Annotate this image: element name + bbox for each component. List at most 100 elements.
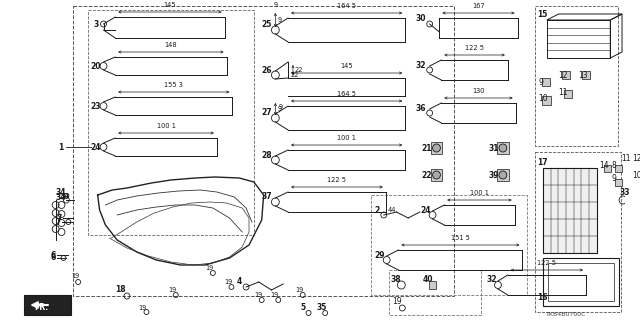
Text: 19: 19	[254, 292, 262, 298]
Text: 12: 12	[632, 154, 640, 163]
Text: 100 1: 100 1	[470, 190, 489, 196]
Bar	[542, 78, 550, 86]
Circle shape	[433, 171, 440, 179]
Text: 13: 13	[578, 70, 588, 79]
Text: 19: 19	[71, 273, 79, 279]
Text: 122 5: 122 5	[538, 260, 556, 266]
Text: 30: 30	[416, 13, 426, 22]
Text: 36: 36	[416, 103, 426, 113]
Text: 19: 19	[139, 305, 147, 311]
Text: 39: 39	[488, 171, 499, 180]
Bar	[543, 95, 551, 105]
Text: 6: 6	[51, 253, 56, 262]
Text: 9: 9	[278, 104, 282, 110]
Text: 122 5: 122 5	[328, 177, 346, 183]
Text: 164 5: 164 5	[337, 91, 356, 97]
Text: 9: 9	[273, 2, 277, 8]
Text: 4: 4	[236, 277, 241, 286]
Text: 17: 17	[537, 157, 548, 166]
Text: 31: 31	[488, 143, 499, 153]
Text: 24: 24	[420, 205, 430, 214]
Text: 19: 19	[295, 287, 303, 293]
Text: 22: 22	[422, 171, 433, 180]
Bar	[371, 195, 527, 295]
Text: 8: 8	[611, 161, 616, 170]
Text: 32: 32	[486, 275, 497, 284]
Bar	[582, 71, 590, 79]
FancyBboxPatch shape	[24, 295, 71, 315]
Bar	[535, 152, 621, 312]
Text: 100 1: 100 1	[157, 123, 175, 129]
Circle shape	[499, 171, 507, 179]
Text: 7: 7	[56, 213, 62, 222]
Bar	[614, 164, 621, 172]
Text: 122 5: 122 5	[465, 45, 484, 51]
Text: 20: 20	[91, 61, 101, 70]
Text: 6: 6	[51, 251, 56, 260]
Text: 5: 5	[301, 303, 306, 313]
Text: 1: 1	[59, 142, 64, 151]
Text: 34: 34	[56, 193, 66, 202]
Text: 29: 29	[374, 251, 385, 260]
Text: 10: 10	[632, 171, 640, 180]
Text: 11: 11	[621, 154, 630, 163]
Text: 10: 10	[538, 93, 548, 102]
Text: 12: 12	[559, 70, 568, 79]
Bar	[564, 90, 572, 98]
Text: 11: 11	[559, 87, 568, 97]
Bar	[431, 169, 442, 181]
Text: 15: 15	[537, 10, 547, 19]
Bar	[604, 164, 611, 172]
Text: 19: 19	[205, 265, 213, 271]
Text: 32: 32	[416, 60, 426, 69]
Text: 2: 2	[374, 205, 380, 214]
Text: 22: 22	[290, 72, 298, 78]
Text: FR.: FR.	[34, 303, 48, 313]
Text: 21: 21	[422, 143, 433, 153]
Text: 130: 130	[472, 88, 484, 94]
Text: 35: 35	[316, 303, 327, 313]
Text: 28: 28	[262, 150, 273, 159]
Text: TKB4B0700C: TKB4B0700C	[546, 311, 587, 316]
Bar	[431, 142, 442, 154]
Bar	[563, 71, 570, 79]
Bar	[548, 263, 614, 301]
Text: 9: 9	[277, 17, 282, 23]
Text: 19: 19	[271, 292, 279, 298]
Text: 7: 7	[56, 218, 61, 227]
Bar	[543, 258, 619, 306]
Text: 155 3: 155 3	[164, 82, 183, 88]
Text: 167: 167	[472, 3, 484, 9]
Text: 34: 34	[56, 188, 66, 196]
Text: 19: 19	[225, 279, 233, 285]
Bar	[636, 158, 640, 165]
Bar	[73, 6, 454, 296]
Text: 9: 9	[538, 77, 543, 86]
Text: 19: 19	[392, 298, 402, 307]
Text: 26: 26	[262, 66, 272, 75]
Text: 148: 148	[164, 42, 177, 48]
Bar	[636, 174, 640, 181]
Bar	[429, 281, 436, 289]
Text: 145: 145	[164, 2, 176, 8]
Text: 151 5: 151 5	[451, 235, 470, 241]
Text: 33: 33	[619, 188, 630, 196]
Bar	[547, 20, 611, 58]
Text: 145: 145	[340, 63, 353, 69]
Text: 25: 25	[262, 20, 272, 28]
Text: 44: 44	[388, 207, 396, 213]
Text: 100 1: 100 1	[337, 135, 356, 141]
Bar	[388, 270, 481, 315]
Bar	[614, 179, 621, 186]
Text: 14: 14	[600, 161, 609, 170]
Text: 40: 40	[423, 275, 433, 284]
Text: 37: 37	[262, 191, 273, 201]
Text: 164 5: 164 5	[337, 3, 356, 9]
Text: 38: 38	[390, 275, 401, 284]
Circle shape	[433, 144, 440, 152]
Text: 23: 23	[91, 101, 101, 110]
Text: 18: 18	[115, 285, 126, 294]
Text: 34: 34	[61, 193, 70, 199]
Bar	[497, 169, 509, 181]
Text: 9: 9	[277, 106, 282, 112]
